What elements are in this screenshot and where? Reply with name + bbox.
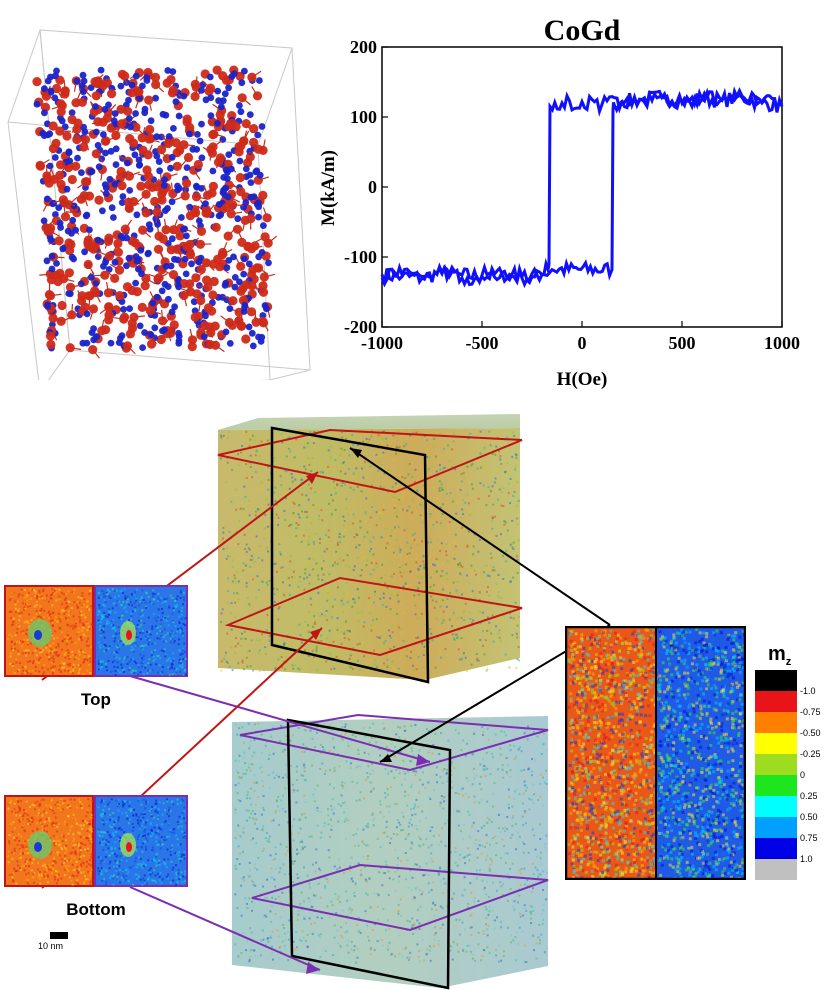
plot-frame — [381, 46, 783, 328]
scale-bar-label: 10 nm — [38, 941, 64, 951]
bottom-slice-panel — [4, 795, 188, 887]
colorbar-swatch — [755, 712, 797, 733]
y-axis-label: M(kA/m) — [318, 150, 339, 226]
colorbar-tick-label: 1.0 — [800, 854, 813, 864]
simulation-volumes — [41, 414, 611, 990]
hysteresis-chart: CoGd M(kA/m) H(Oe) -1000 -500 0 500 1000-200… — [318, 14, 800, 390]
colorbar-tick-label: -1.0 — [800, 686, 816, 696]
purple-plane-bottom — [251, 863, 549, 932]
top-panel-label: Top — [81, 690, 111, 709]
arrow-top-purple — [129, 675, 431, 763]
purple-plane-top — [239, 713, 549, 772]
colorbar-swatch — [755, 796, 797, 817]
bottom-panel-label: Bottom — [66, 900, 126, 919]
red-plane-top — [217, 428, 523, 494]
colorbar-swatch — [755, 670, 797, 691]
x-tick-label: 0 — [578, 333, 587, 353]
series-ascending-line — [380, 86, 784, 289]
black-plane-bottom-volume — [286, 718, 452, 990]
x-tick-label: 1000 — [764, 333, 800, 353]
atom-cloud — [32, 65, 278, 359]
colorbar-swatch — [755, 817, 797, 838]
colorbar-swatch — [755, 733, 797, 754]
x-axis-label: H(Oe) — [557, 369, 608, 390]
colorbar-labels: -1.0 -0.75 -0.50 -0.25 0 0.25 0.50 0.75 1.0 — [798, 670, 830, 880]
colorbar-title: mz — [768, 643, 792, 668]
colorbar-tick-label: -0.50 — [800, 728, 821, 738]
top-volume — [217, 414, 523, 684]
scale-bar — [50, 932, 68, 939]
bottom-volume — [232, 713, 549, 990]
colorbar-swatch — [755, 859, 797, 880]
top-slice-panel — [4, 585, 188, 677]
colorbar-swatch — [755, 775, 797, 796]
colorbar-swatch — [755, 838, 797, 859]
atomic-structure-cube — [7, 29, 311, 380]
colorbar-tick-label: -0.25 — [800, 749, 821, 759]
colorbar-tick-label: -0.75 — [800, 707, 821, 717]
y-tick-label: 100 — [350, 107, 377, 127]
y-tick-label: 200 — [350, 37, 377, 57]
red-plane-bottom — [224, 576, 523, 657]
colorbar-swatch — [755, 754, 797, 775]
colorbar-tick-label: 0.75 — [800, 833, 818, 843]
series-descending-line — [380, 87, 784, 288]
x-tick-label: -1000 — [361, 333, 403, 353]
colorbar-tick-label: 0.25 — [800, 791, 818, 801]
y-tick-label: -200 — [344, 317, 377, 337]
colorbar-tick-label: 0 — [800, 770, 806, 780]
arrow-black-top — [349, 447, 611, 626]
y-tick-label: -100 — [344, 247, 377, 267]
black-plane-top-volume — [270, 426, 430, 684]
cross-section-panel — [565, 626, 746, 880]
colorbar — [755, 670, 797, 880]
colorbar-swatch — [755, 691, 797, 712]
y-tick-label: 0 — [368, 177, 377, 197]
x-tick-label: 500 — [669, 333, 696, 353]
colorbar-tick-label: 0.50 — [800, 812, 818, 822]
arrow-bottom-purple — [129, 886, 321, 971]
x-tick-label: -500 — [466, 333, 499, 353]
chart-title: CoGd — [544, 14, 621, 47]
